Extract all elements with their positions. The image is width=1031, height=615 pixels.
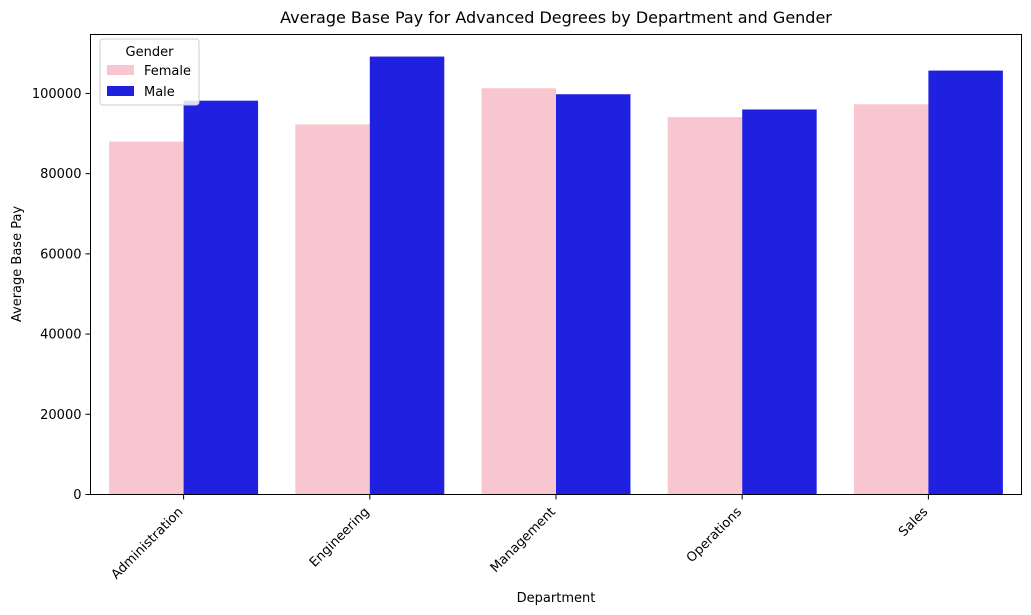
y-tick-label: 20000	[40, 408, 81, 423]
bar-male-administration	[183, 100, 259, 495]
y-axis-ticks: 0 20000 40000 60000 80000 100000	[32, 87, 91, 503]
bar-female-engineering	[295, 124, 370, 495]
legend-swatch-female	[107, 65, 134, 75]
bar-female-operations	[667, 117, 743, 495]
x-axis-label: Department	[517, 591, 596, 606]
chart-title: Average Base Pay for Advanced Degrees by…	[280, 8, 832, 27]
bar-female-management	[481, 88, 556, 495]
legend-label-female: Female	[144, 64, 191, 79]
x-tick-label: Management	[488, 505, 559, 576]
bar-male-management	[556, 94, 631, 495]
legend-label-male: Male	[144, 85, 175, 100]
bar-male-engineering	[369, 56, 445, 495]
y-tick-label: 100000	[32, 87, 82, 102]
x-tick-label: Administration	[109, 505, 187, 583]
y-tick-label: 40000	[40, 328, 81, 343]
x-tick-label: Sales	[896, 505, 931, 540]
y-tick-label: 0	[73, 488, 81, 503]
x-axis-ticks: Administration Engineering Management Opera…	[109, 494, 931, 583]
y-tick-label: 80000	[40, 167, 81, 182]
bars-group	[109, 56, 1003, 495]
legend: Gender Female Male	[99, 38, 200, 106]
bar-male-operations	[742, 109, 817, 495]
bar-female-administration	[109, 141, 184, 495]
bar-female-sales	[853, 104, 929, 495]
legend-swatch-male	[107, 86, 134, 96]
x-tick-label: Operations	[684, 505, 745, 566]
legend-title: Gender	[126, 45, 175, 60]
x-tick-label: Engineering	[307, 505, 373, 571]
y-tick-label: 60000	[40, 247, 81, 262]
plot-frame	[90, 34, 1022, 495]
y-axis-label: Average Base Pay	[10, 206, 25, 323]
bar-male-sales	[928, 70, 1003, 495]
